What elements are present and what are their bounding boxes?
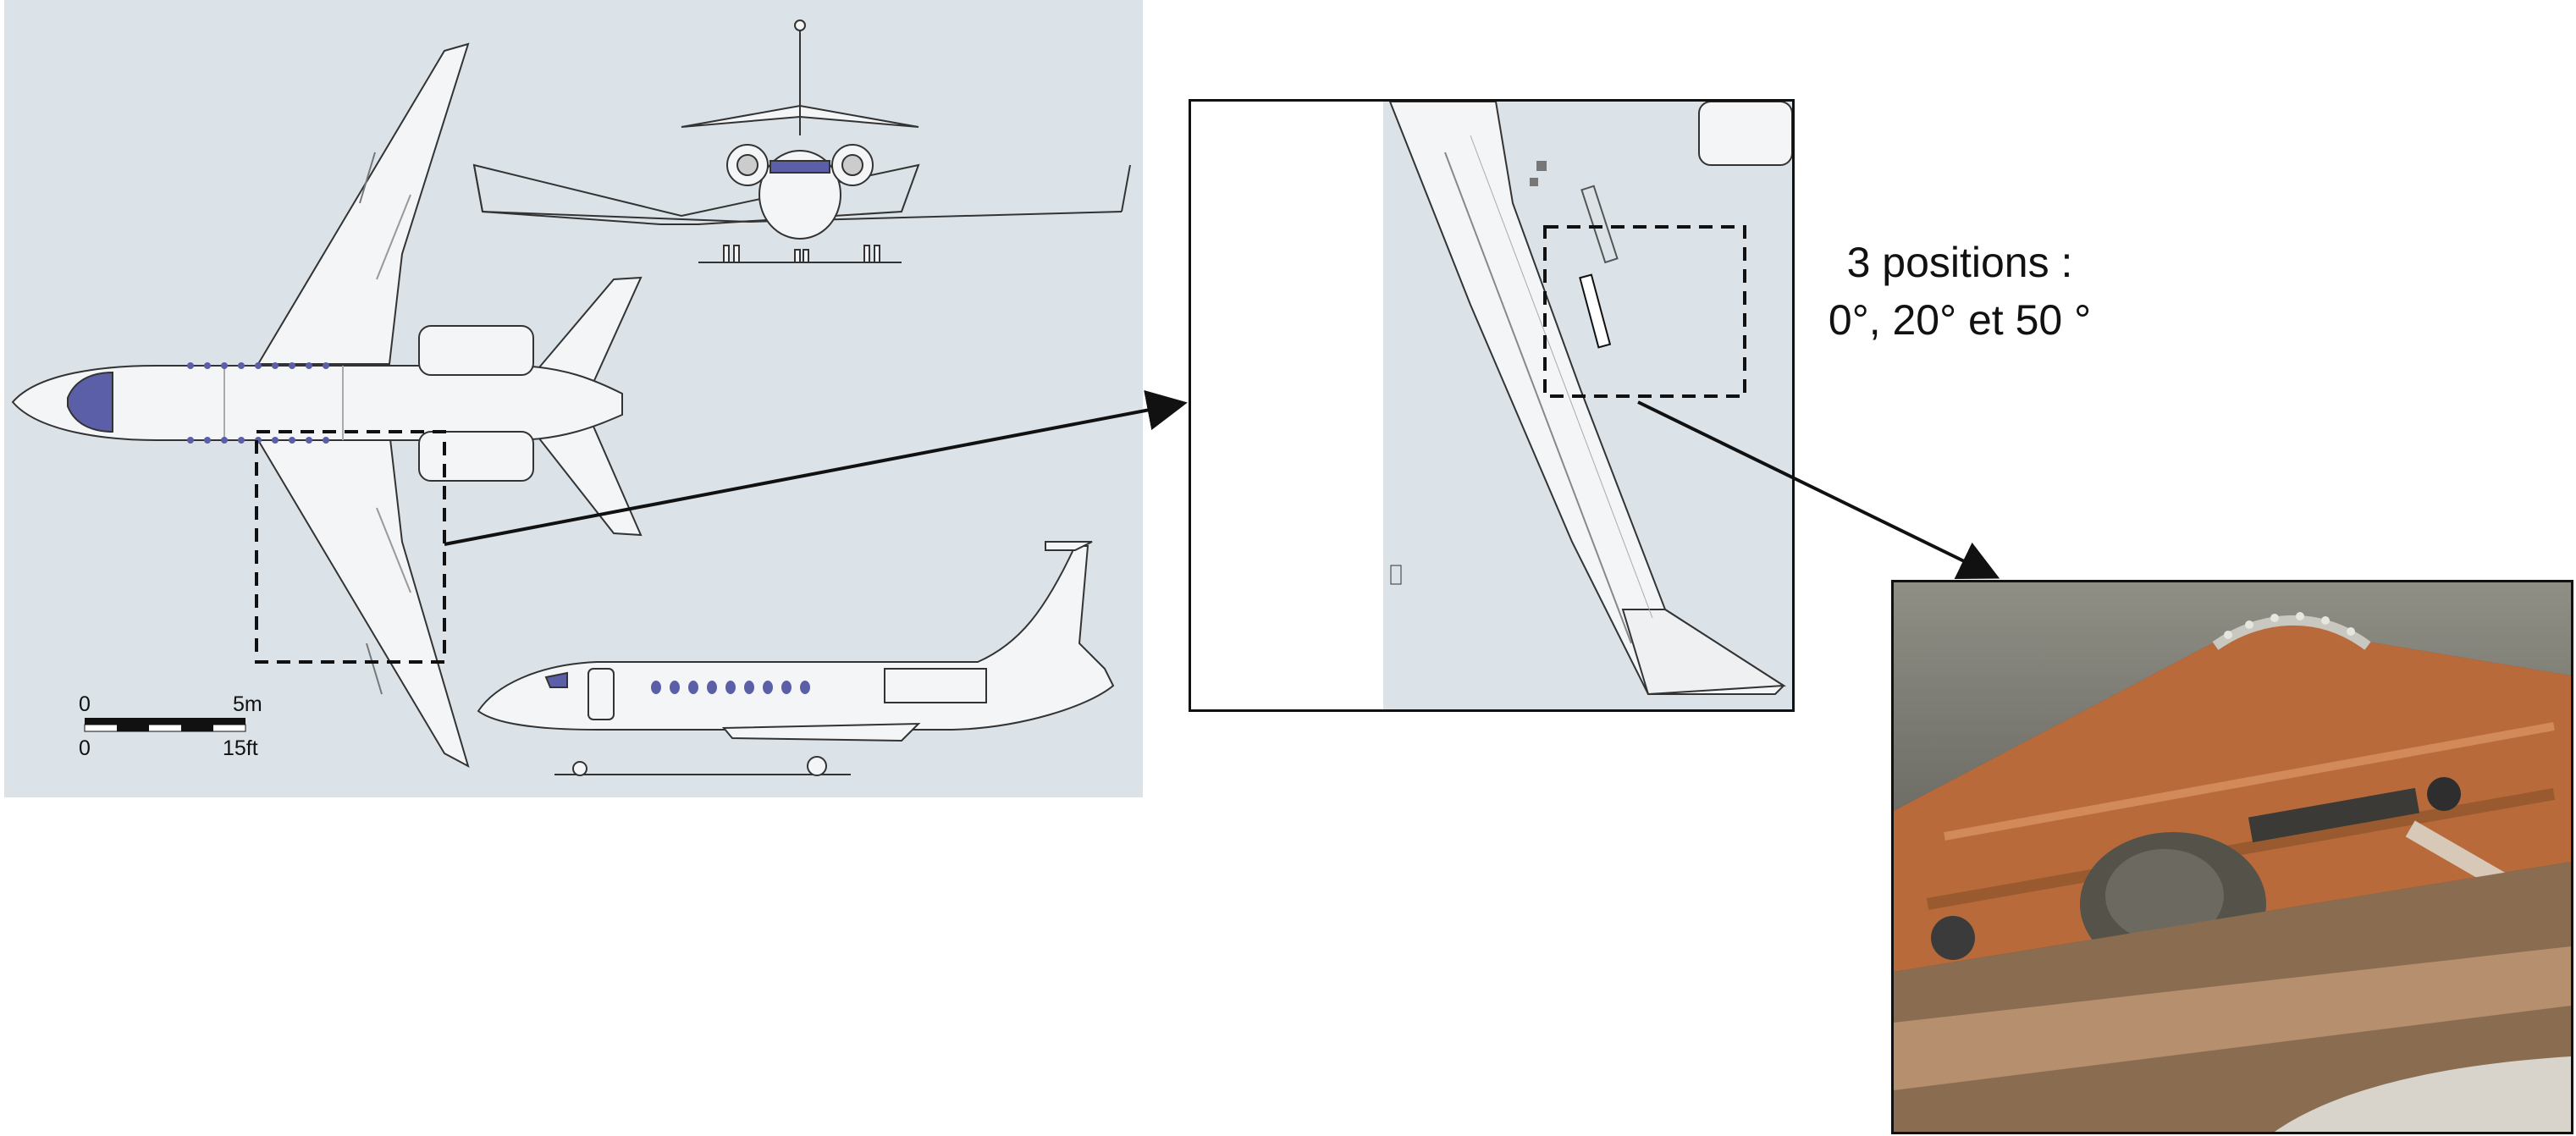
flap-positions-annotation: 3 positions : 0°, 20° et 50 ° (1799, 234, 2121, 349)
aircraft-side-view-icon (477, 541, 1115, 776)
aircraft-top-view-icon (11, 42, 643, 769)
flap-actuator-photo (1891, 580, 2573, 1134)
scale-imperial-start: 0 (79, 736, 91, 760)
positions-values: 0°, 20° et 50 ° (1828, 296, 2092, 344)
zoomed-wing-drawing (1383, 102, 1792, 709)
actuator-marker (1579, 273, 1612, 349)
positions-title: 3 positions : (1846, 239, 2073, 286)
wing-selection-box (255, 430, 446, 664)
actuator-photo-illustration (1894, 582, 2571, 1132)
aircraft-drawings (11, 19, 1131, 776)
scale-metric-start: 0 (79, 692, 91, 716)
actuator-selection-box (1543, 225, 1746, 398)
scale-bar (84, 718, 246, 732)
top-view-windows (187, 362, 329, 444)
zoomed-wing-panel (1189, 99, 1795, 712)
side-view-windows (651, 681, 810, 694)
scale-metric-end: 5m (233, 692, 262, 716)
scale-imperial-end: 15ft (223, 736, 258, 760)
aircraft-front-view-icon (472, 19, 1131, 263)
three-view-drawing: 0 5m 0 15ft (4, 0, 1143, 797)
